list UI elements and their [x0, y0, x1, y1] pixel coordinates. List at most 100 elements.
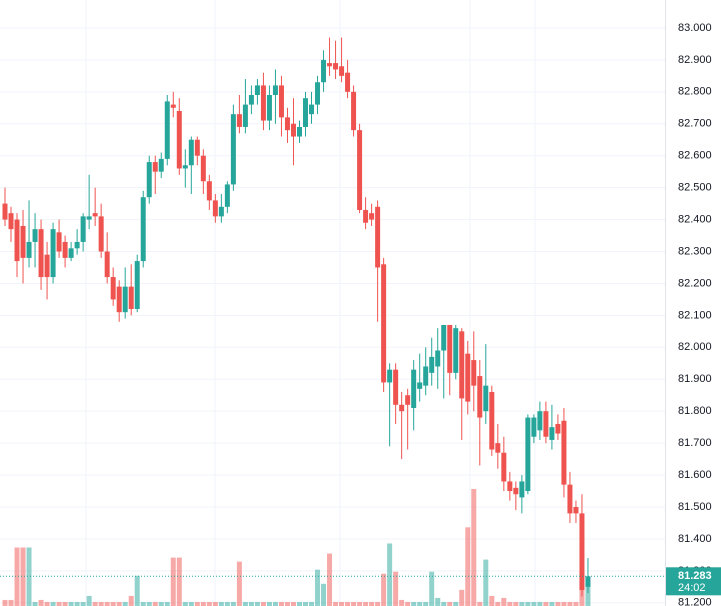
volume-bar — [555, 601, 561, 606]
candle-body — [236, 114, 242, 127]
candle-body — [453, 328, 459, 373]
y-tick-label: 81.200 — [678, 597, 712, 606]
volume-bar — [98, 601, 104, 606]
candle-body — [393, 369, 399, 405]
candle-body — [248, 95, 254, 105]
volume-bar — [543, 601, 549, 606]
candle-body — [537, 411, 543, 431]
volume-bar — [140, 601, 146, 606]
y-tick-label: 82.700 — [678, 118, 712, 130]
volume-bar — [357, 601, 363, 606]
volume-bar — [272, 601, 278, 606]
volume-bar — [459, 589, 465, 606]
y-tick-label: 82.100 — [678, 309, 712, 321]
volume-bar — [339, 601, 345, 606]
volume-bar — [116, 601, 122, 606]
volume-bar — [8, 599, 14, 606]
y-tick-label: 82.800 — [678, 86, 712, 98]
volume-bar — [164, 601, 170, 606]
candle-body — [447, 324, 453, 373]
volume-bar — [393, 571, 399, 606]
candle-body — [315, 82, 321, 105]
candle-body — [290, 123, 296, 137]
candle-body — [92, 213, 98, 217]
candle-body — [284, 117, 290, 131]
volume-bar — [471, 489, 477, 606]
y-tick-label: 83.100 — [678, 0, 712, 2]
last-price-box — [666, 567, 721, 596]
candle-body — [188, 139, 194, 166]
volume-bar — [26, 547, 32, 606]
candle-body — [321, 59, 327, 83]
volume-bar — [561, 601, 567, 606]
y-tick-label: 83.000 — [678, 22, 712, 34]
candle-body — [501, 452, 507, 482]
candle-body — [134, 261, 140, 309]
y-tick-label: 82.600 — [678, 150, 712, 162]
candle-body — [170, 104, 176, 108]
y-tick-label: 81.600 — [678, 469, 712, 481]
volume-bar — [50, 601, 56, 606]
volume-bar — [146, 601, 152, 606]
volume-bar — [68, 601, 74, 606]
candle-body — [2, 203, 8, 220]
candle-body — [50, 229, 56, 278]
volume-bar — [38, 599, 44, 606]
y-tick-label: 81.900 — [678, 373, 712, 385]
volume-bar — [200, 601, 206, 606]
candle-body — [327, 63, 333, 67]
candle-body — [309, 104, 315, 115]
volume-bar — [501, 597, 507, 606]
candle-body — [339, 66, 345, 76]
volume-bar — [411, 601, 417, 606]
candle-body — [357, 130, 363, 210]
candle-body — [477, 376, 483, 418]
y-tick-label: 82.900 — [678, 54, 712, 66]
candle-body — [68, 248, 74, 258]
candle-body — [351, 91, 357, 131]
volume-bar — [573, 601, 579, 606]
candle-body — [266, 95, 272, 121]
candle-body — [272, 85, 278, 96]
volume-bar — [62, 601, 68, 606]
y-tick-label: 81.800 — [678, 405, 712, 417]
volume-bar — [345, 601, 351, 606]
candle-body — [471, 360, 477, 386]
candle-body — [20, 225, 26, 258]
volume-bar — [14, 547, 20, 606]
volume-bar — [230, 601, 236, 606]
candle-body — [158, 158, 164, 172]
candle-body — [110, 277, 116, 300]
volume-bar — [74, 601, 80, 606]
candle-body — [200, 155, 206, 182]
volume-bar — [315, 569, 321, 606]
volume-bar — [423, 601, 429, 606]
volume-bar — [170, 557, 176, 606]
volume-bar — [525, 601, 531, 606]
volume-bar — [321, 583, 327, 606]
candle-body — [405, 395, 411, 405]
volume-bar — [266, 601, 272, 606]
candle-body — [182, 165, 188, 169]
candle-body — [242, 104, 248, 127]
volume-bar — [44, 601, 50, 606]
volume-bar — [363, 601, 369, 606]
candle-body — [369, 213, 375, 220]
candle-body — [194, 139, 200, 156]
time-grid — [85, 0, 536, 606]
volume-bar — [122, 601, 128, 606]
candle-body — [218, 206, 224, 217]
candle-body — [441, 324, 447, 351]
volume-bar — [2, 599, 8, 606]
volume-bar — [104, 601, 110, 606]
candle-body — [435, 350, 441, 367]
volume-bar — [381, 573, 387, 606]
candle-body — [585, 576, 591, 587]
y-tick-label: 82.200 — [678, 277, 712, 289]
candle-body — [483, 385, 489, 412]
candle-body — [254, 85, 260, 96]
candle-body — [62, 241, 68, 258]
candle-body — [543, 411, 549, 437]
volume-bar — [248, 601, 254, 606]
